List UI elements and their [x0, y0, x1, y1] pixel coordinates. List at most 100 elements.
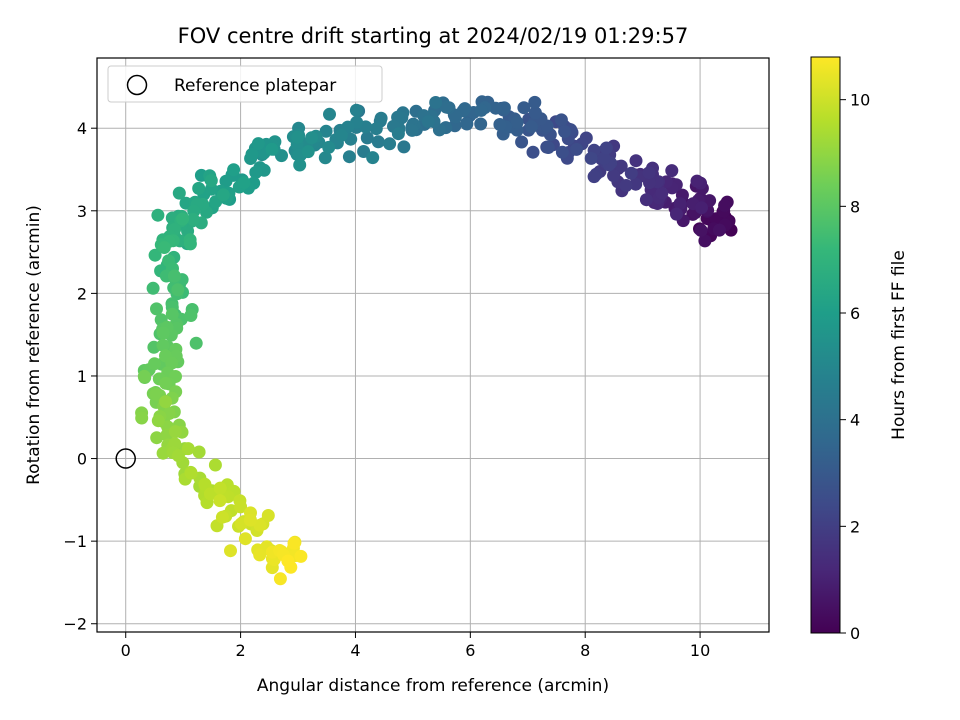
- y-tick-label: −1: [63, 532, 87, 551]
- x-tick-label: 2: [235, 641, 245, 660]
- data-point: [718, 199, 732, 212]
- colorbar: 0 2 4 6 8 10 Hours from first FF file: [810, 56, 909, 643]
- data-point: [570, 142, 583, 156]
- data-point: [673, 197, 687, 211]
- data-point: [156, 326, 170, 340]
- data-point: [318, 151, 332, 165]
- data-point: [305, 131, 319, 145]
- data-point: [369, 122, 383, 136]
- colorbar-tick-label: 6: [850, 304, 860, 323]
- data-point: [554, 113, 568, 127]
- data-point: [137, 369, 151, 383]
- colorbar-gradient: [810, 56, 841, 634]
- plot-frame: [96, 57, 770, 633]
- data-point: [184, 466, 198, 480]
- colorbar-tick-label: 4: [850, 411, 860, 430]
- data-point: [148, 357, 161, 371]
- data-point: [371, 135, 385, 149]
- legend: Reference platepar: [107, 65, 383, 103]
- colorbar-title: Hours from first FF file: [889, 250, 909, 440]
- data-point: [597, 151, 611, 165]
- x-tick-label: 0: [121, 641, 131, 660]
- data-point: [629, 177, 643, 191]
- data-point: [558, 125, 572, 138]
- data-point: [151, 208, 165, 222]
- data-point: [234, 500, 248, 514]
- data-point: [460, 117, 474, 131]
- data-point: [642, 166, 656, 180]
- data-point: [183, 237, 197, 251]
- data-point: [429, 96, 443, 109]
- data-point: [322, 140, 336, 154]
- data-point: [253, 548, 267, 562]
- data-point: [238, 532, 252, 546]
- x-axis-title: Angular distance from reference (arcmin): [257, 676, 609, 696]
- data-point: [474, 117, 488, 131]
- data-point: [294, 549, 308, 563]
- data-point: [192, 445, 206, 459]
- data-point: [208, 458, 222, 472]
- data-point: [391, 127, 405, 141]
- y-axis-title: Rotation from reference (arcmin): [24, 205, 44, 485]
- data-point: [186, 213, 200, 226]
- reference-marker: [115, 448, 136, 469]
- data-point: [156, 446, 170, 460]
- y-tick-label: 4: [77, 119, 87, 138]
- data-point: [584, 151, 598, 165]
- y-tick-label: 3: [77, 202, 87, 221]
- legend-box: [107, 65, 383, 103]
- data-point: [374, 111, 388, 125]
- reference-platepar-marker: [115, 448, 136, 469]
- data-point: [213, 494, 227, 508]
- data-point: [493, 118, 507, 131]
- data-point: [181, 442, 195, 456]
- data-point: [405, 123, 419, 137]
- colorbar-tick-label: 10: [850, 91, 870, 110]
- data-point: [172, 186, 186, 200]
- data-point: [198, 477, 212, 491]
- data-point: [203, 487, 217, 501]
- data-point: [243, 513, 257, 527]
- data-point: [515, 135, 529, 149]
- data-point: [614, 159, 628, 173]
- data-point: [366, 151, 380, 165]
- data-point: [695, 201, 708, 215]
- y-tick-label: −2: [63, 615, 87, 634]
- data-point: [670, 207, 683, 221]
- data-point: [342, 150, 356, 164]
- colorbar-tick-label: 8: [850, 197, 860, 216]
- data-point: [156, 338, 170, 352]
- data-point: [150, 302, 163, 316]
- data-point: [165, 307, 179, 321]
- data-point: [291, 130, 305, 144]
- data-point: [149, 387, 163, 401]
- data-point: [171, 283, 185, 297]
- data-point: [159, 376, 173, 390]
- data-point: [245, 147, 259, 161]
- data-point: [624, 166, 638, 180]
- data-point: [251, 137, 265, 151]
- data-point: [189, 336, 203, 350]
- data-point: [474, 103, 488, 117]
- data-point: [159, 395, 173, 409]
- y-tick-label: 0: [77, 450, 87, 469]
- colorbar-tick-label: 2: [850, 517, 860, 536]
- data-point: [253, 518, 267, 532]
- data-point: [694, 223, 708, 237]
- data-point: [619, 179, 633, 192]
- data-point: [293, 158, 307, 172]
- data-point: [135, 411, 149, 425]
- data-point: [643, 176, 656, 190]
- data-point: [397, 140, 411, 154]
- data-point: [171, 449, 185, 463]
- data-point: [215, 510, 229, 524]
- data-point: [528, 95, 542, 109]
- x-axis-ticks: 0 2 4 6 8 10: [121, 632, 710, 660]
- x-tick-label: 10: [690, 641, 710, 660]
- data-point: [167, 269, 181, 283]
- data-point: [319, 124, 333, 138]
- data-point: [168, 425, 182, 439]
- data-point: [690, 174, 704, 188]
- data-point: [224, 544, 237, 558]
